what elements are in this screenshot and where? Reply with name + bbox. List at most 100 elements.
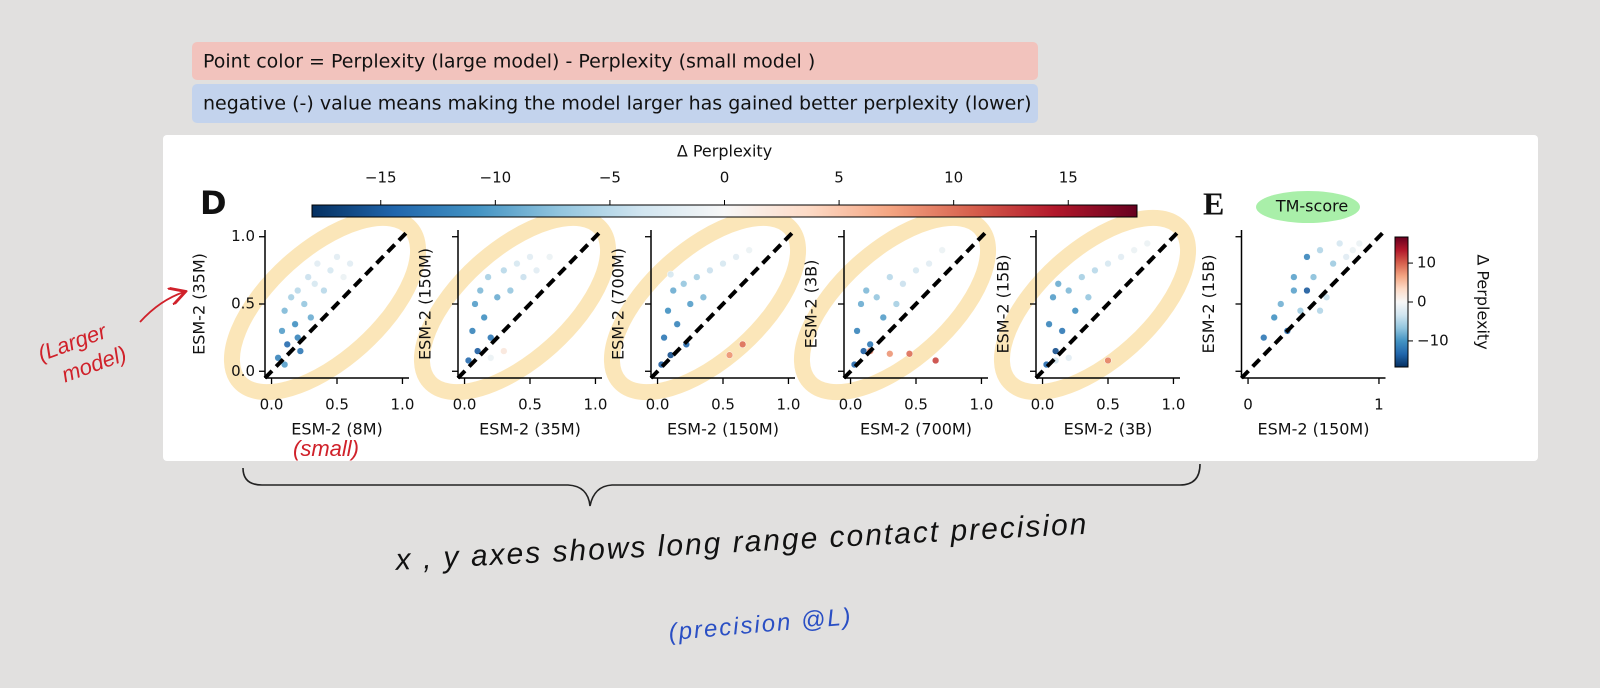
diagonal (842, 228, 990, 380)
point (1078, 273, 1086, 281)
colorbar-tick-label: 10 (944, 169, 963, 187)
point (326, 266, 335, 275)
colorbar (1394, 236, 1409, 368)
point (333, 253, 341, 261)
point (853, 327, 861, 335)
point (686, 300, 694, 308)
point (1336, 239, 1344, 248)
diagonal (263, 228, 411, 380)
x-tick-label: 0.5 (1096, 396, 1120, 414)
point (487, 333, 495, 342)
point (899, 280, 907, 288)
point (1058, 327, 1066, 335)
point (1065, 286, 1073, 295)
point (938, 246, 946, 254)
x-tick-label: 0.0 (646, 396, 670, 414)
point (1290, 286, 1298, 295)
x-axis-label: ESM-2 (150M) (1258, 420, 1370, 439)
colorbar-tick-label: −15 (365, 169, 397, 187)
point (280, 307, 289, 315)
colorbar-tick-label: −5 (599, 169, 621, 187)
point (346, 259, 354, 268)
point (291, 320, 299, 328)
point (300, 300, 308, 308)
point (468, 327, 477, 335)
point (732, 253, 740, 261)
x-axis-label: ESM-2 (700M) (860, 420, 972, 439)
point (304, 273, 312, 281)
point (532, 266, 541, 275)
point (1290, 273, 1298, 281)
point (1143, 239, 1151, 248)
point (1104, 259, 1112, 268)
point (294, 286, 302, 295)
colorbar-tick-label: 0 (720, 169, 730, 187)
x-axis-label: ESM-2 (150M) (667, 420, 779, 439)
point (1296, 307, 1305, 315)
point (673, 320, 681, 328)
colorbar-tick-label: −10 (480, 169, 512, 187)
colorbar-tick-label: 15 (1059, 169, 1078, 187)
point (1071, 307, 1079, 315)
tm-score: TM-score (1275, 197, 1348, 216)
point (1049, 293, 1057, 301)
point (339, 273, 348, 281)
note-formula: Point color = Perplexity (large model) -… (203, 51, 815, 73)
point (866, 340, 874, 349)
point (464, 356, 473, 365)
colorbar-tick-label: 5 (834, 169, 844, 187)
point (879, 313, 887, 322)
point (1342, 253, 1350, 261)
x-tick-label: 1.0 (584, 396, 608, 414)
point (487, 354, 495, 362)
point (506, 286, 515, 295)
point (680, 280, 688, 288)
x-tick-label: 1.0 (970, 396, 994, 414)
y-axis-label: ESM-2 (700M) (609, 248, 628, 360)
panel-label: E (1203, 185, 1224, 221)
x-tick-label: 0.5 (904, 396, 928, 414)
point (699, 293, 708, 301)
point (280, 360, 289, 369)
point (278, 327, 286, 335)
point (706, 266, 714, 275)
point (1329, 259, 1337, 268)
axes-note: x , y axes shows long range contact prec… (393, 508, 1089, 577)
highlight-ring (223, 209, 427, 401)
point (480, 313, 488, 322)
colorbar-label: Δ Perplexity (1474, 254, 1493, 349)
point (862, 286, 870, 295)
x-tick-label: 0.0 (1031, 396, 1055, 414)
x-tick-label: 0.0 (260, 396, 284, 414)
point (1104, 356, 1112, 365)
x-tick-label: 0.5 (711, 396, 735, 414)
point (660, 333, 668, 342)
colorbar-label: Δ Perplexity (677, 142, 772, 161)
x-tick-label: 0 (1243, 396, 1253, 414)
point (307, 313, 315, 322)
note-box (192, 42, 1038, 80)
point (719, 259, 727, 268)
x-tick-label: 0.0 (453, 396, 477, 414)
x-axis-label: ESM-2 (35M) (479, 420, 581, 439)
brace (242, 463, 1201, 507)
y-axis-label: ESM-2 (3B) (802, 260, 821, 349)
point (745, 246, 753, 254)
small-note: (small) (293, 436, 359, 461)
diagonal (649, 228, 797, 380)
x-tick-label: 1.0 (391, 396, 415, 414)
point (476, 286, 484, 295)
point (1117, 253, 1125, 261)
highlight-ring (413, 209, 617, 401)
point (664, 307, 672, 315)
diagonal (1240, 228, 1387, 380)
point (1303, 286, 1311, 295)
point (471, 300, 479, 308)
colorbar-tick-label: −10 (1417, 331, 1449, 349)
point (1277, 300, 1285, 308)
point (1130, 246, 1138, 254)
point (886, 350, 894, 358)
